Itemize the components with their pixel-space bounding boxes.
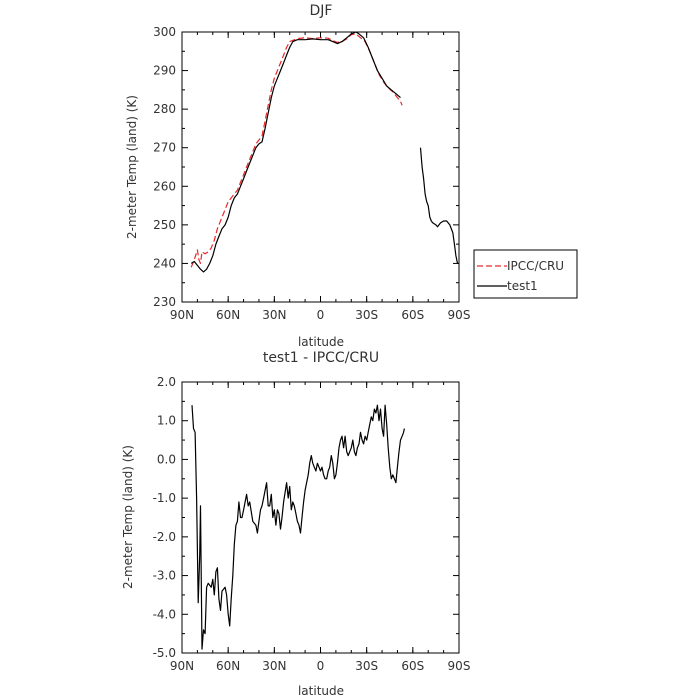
y-tick-label: 300 [153, 25, 176, 39]
legend: IPCC/CRU test1 [473, 249, 578, 299]
y-tick-label: 280 [153, 102, 176, 116]
y-tick-label: 0.0 [157, 452, 176, 466]
chart-title-bottom: test1 - IPCC/CRU [263, 350, 379, 366]
y-tick-label: -5.0 [153, 646, 176, 660]
series-group-top [190, 31, 459, 273]
y-tick-label: -3.0 [153, 569, 176, 583]
y-tick-label: -4.0 [153, 607, 176, 621]
legend-box [473, 249, 578, 299]
panel-top: DJF 90N 60N 30N 0 30S 60S 90S 2302402502602702… [125, 3, 578, 349]
series-line-test1-seg2 [419, 147, 459, 264]
y-tick-label: 230 [153, 295, 176, 309]
x-tick-label: 0 [317, 308, 325, 322]
x-tick-label: 30S [355, 308, 378, 322]
x-tick-label: 60N [216, 308, 240, 322]
y-tick-labels-bottom: -5.0 -4.0 -3.0 -2.0 -1.0 0.0 1.0 2.0 [153, 375, 176, 660]
y-tick-label: 270 [153, 141, 176, 155]
x-tick-label: 30N [262, 308, 286, 322]
y-tick-labels-top: 230 240 250 260 270 280 290 300 [153, 25, 176, 309]
x-tick-label: 60S [401, 308, 424, 322]
legend-label-test1: test1 [507, 279, 538, 293]
y-axis-label-top: 2-meter Temp (land) (K) [125, 95, 139, 239]
x-axis-label-top: latitude [298, 335, 344, 349]
y-tick-label: 2.0 [157, 375, 176, 389]
tick-marks-top [181, 31, 460, 303]
series-line-test1-seg1 [190, 31, 401, 273]
panel-bottom: test1 - IPCC/CRU 90N 60N 30N 0 30S 60S 90S -5.… [121, 350, 470, 698]
x-tick-label: 90S [448, 659, 471, 673]
legend-label-ipcc: IPCC/CRU [507, 259, 564, 273]
y-tick-label: 1.0 [157, 414, 176, 428]
tick-marks-bottom [181, 381, 460, 654]
x-tick-label: 60N [216, 659, 240, 673]
y-tick-label: 290 [153, 64, 176, 78]
series-group-bottom [191, 404, 405, 650]
series-line-test1-ipcc-cru [191, 404, 405, 650]
y-axis-label-bottom: 2-meter Temp (land) (K) [121, 445, 135, 589]
x-tick-label: 90S [448, 308, 471, 322]
plot-frame-bottom [181, 381, 460, 654]
x-tick-label: 0 [317, 659, 325, 673]
x-tick-label: 90N [170, 659, 194, 673]
y-tick-label: 250 [153, 218, 176, 232]
y-tick-label: -2.0 [153, 530, 176, 544]
x-tick-label: 90N [170, 308, 194, 322]
plot-frame-top [181, 31, 460, 303]
x-tick-labels-top: 90N 60N 30N 0 30S 60S 90S [170, 308, 471, 322]
y-tick-label: 260 [153, 179, 176, 193]
x-axis-label-bottom: latitude [298, 684, 344, 698]
series-line-ipcc-cru [190, 33, 403, 268]
y-tick-label: -1.0 [153, 491, 176, 505]
x-tick-label: 30S [355, 659, 378, 673]
chart-title-top: DJF [310, 3, 333, 19]
x-tick-label: 60S [401, 659, 424, 673]
x-tick-label: 30N [262, 659, 286, 673]
y-tick-label: 240 [153, 256, 176, 270]
x-tick-labels-bottom: 90N 60N 30N 0 30S 60S 90S [170, 659, 471, 673]
